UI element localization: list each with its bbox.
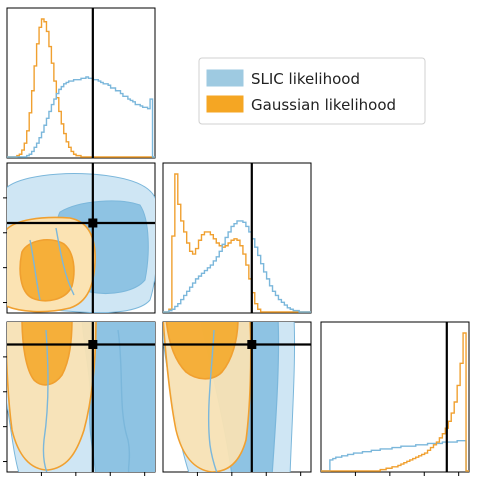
legend-label-gaussian: Gaussian likelihood xyxy=(251,96,396,114)
panel-hist-p3 xyxy=(321,322,469,472)
legend-label-slic: SLIC likelihood xyxy=(251,70,360,88)
truth-marker xyxy=(88,219,97,228)
panel-hist-p1 xyxy=(7,8,155,158)
gaussian-contour-inner xyxy=(20,240,74,301)
truth-marker xyxy=(88,340,97,349)
truth-marker xyxy=(247,340,256,349)
panel-hist-p2 xyxy=(163,163,311,313)
legend-frame xyxy=(199,58,425,124)
panel-joint-p2-p3 xyxy=(163,318,311,476)
legend-swatch-gaussian xyxy=(207,96,243,112)
panel-joint-p1-p3 xyxy=(6,318,160,476)
legend-swatch-slic xyxy=(207,70,243,86)
panel-frame xyxy=(163,163,311,313)
legend: SLIC likelihood Gaussian likelihood xyxy=(199,58,425,124)
panel-joint-p1-p2 xyxy=(6,163,158,313)
panel-frame xyxy=(7,8,155,158)
